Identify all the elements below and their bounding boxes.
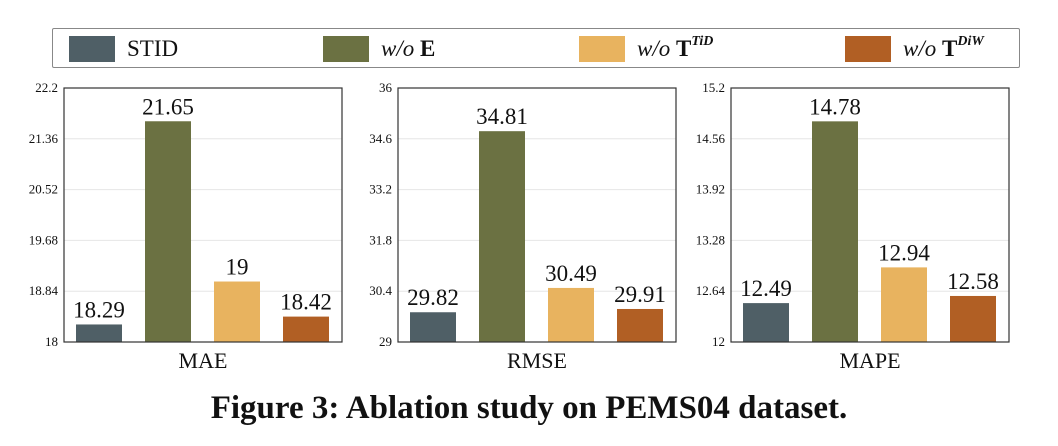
rmse-axes-frame — [397, 87, 677, 343]
mae-bar-wo-ttid — [214, 281, 260, 342]
legend-swatch-stid — [69, 36, 115, 62]
figure-caption: Figure 3: Ablation study on PEMS04 datas… — [210, 390, 848, 426]
mae-ytick-label: 20.52 — [29, 182, 58, 197]
legend-label-wo-tdiw: w/o TDiW — [903, 34, 984, 61]
mae-value-label-wo-ttid: 19 — [226, 255, 249, 280]
rmse-value-label-wo-e: 34.81 — [476, 104, 528, 129]
rmse-bar-stid — [410, 312, 456, 342]
mae-axes-frame — [63, 87, 343, 343]
mae-bar-wo-tdiw — [283, 316, 329, 342]
mape-axes-frame — [730, 87, 1010, 343]
mape-ytick-label: 13.28 — [696, 232, 725, 247]
mape-ytick-label: 14.56 — [696, 131, 726, 146]
legend-label-wo-ttid: w/o TTiD — [637, 34, 714, 61]
mape-bar-wo-ttid — [881, 267, 927, 342]
bar-charts: 18 18.84 19.68 20.52 21.36 22.2 18.29 21.65 19 18… — [29, 80, 1010, 373]
legend-swatch-wo-ttid — [579, 36, 625, 62]
mape-value-label-wo-ttid: 12.94 — [878, 240, 930, 265]
mae-value-label-wo-tdiw: 18.42 — [280, 290, 332, 315]
mae-ytick-label: 18.84 — [29, 283, 59, 298]
rmse-ytick-label: 31.8 — [369, 232, 392, 247]
mae-ytick-label: 18 — [45, 334, 58, 349]
legend-item-wo-e: w/o E — [323, 29, 435, 69]
mape-ytick-label: 12.64 — [696, 283, 726, 298]
rmse-value-label-wo-tdiw: 29.91 — [614, 282, 666, 307]
mape-value-label-wo-e: 14.78 — [809, 94, 861, 119]
mae-ytick-label: 19.68 — [29, 232, 58, 247]
mae-x-axis-label: MAE — [179, 348, 228, 373]
mape-value-label-wo-tdiw: 12.58 — [947, 269, 999, 294]
legend: STID w/o E w/o TTiD w/o TDiW — [52, 28, 1020, 68]
mape-bar-stid — [743, 303, 789, 342]
rmse-ytick-label: 30.4 — [369, 283, 392, 298]
rmse-bar-wo-e — [479, 131, 525, 342]
mape-ytick-label: 15.2 — [702, 80, 725, 95]
mae-value-label-wo-e: 21.65 — [142, 94, 194, 119]
legend-item-wo-ttid: w/o TTiD — [579, 29, 713, 69]
mae-ytick-label: 22.2 — [35, 80, 58, 95]
mae-bar-wo-e — [145, 121, 191, 342]
legend-label-wo-e: w/o E — [381, 36, 436, 61]
rmse-value-label-wo-ttid: 30.49 — [545, 261, 597, 286]
legend-item-wo-tdiw: w/o TDiW — [845, 29, 984, 69]
mape-value-label-stid: 12.49 — [740, 276, 792, 301]
rmse-x-axis-label: RMSE — [507, 348, 567, 373]
mape-ytick-label: 12 — [712, 334, 725, 349]
mape-x-axis-label: MAPE — [839, 348, 900, 373]
rmse-bar-wo-tdiw — [617, 308, 663, 342]
mae-ytick-label: 21.36 — [29, 131, 59, 146]
mape-ytick-label: 13.92 — [696, 182, 725, 197]
rmse-value-label-stid: 29.82 — [407, 285, 459, 310]
rmse-ytick-label: 34.6 — [369, 131, 392, 146]
legend-label-stid: STID — [127, 36, 179, 61]
legend-swatch-wo-tdiw — [845, 36, 891, 62]
mape-bar-wo-e — [812, 121, 858, 343]
rmse-ytick-label: 29 — [379, 334, 392, 349]
rmse-ytick-label: 33.2 — [369, 182, 392, 197]
mae-bar-stid — [76, 324, 122, 342]
rmse-bar-wo-ttid — [548, 287, 594, 342]
mae-value-label-stid: 18.29 — [73, 297, 125, 322]
rmse-ytick-label: 36 — [379, 80, 393, 95]
legend-swatch-wo-e — [323, 36, 369, 62]
legend-item-stid: STID — [69, 29, 178, 69]
mape-bar-wo-tdiw — [950, 295, 996, 342]
